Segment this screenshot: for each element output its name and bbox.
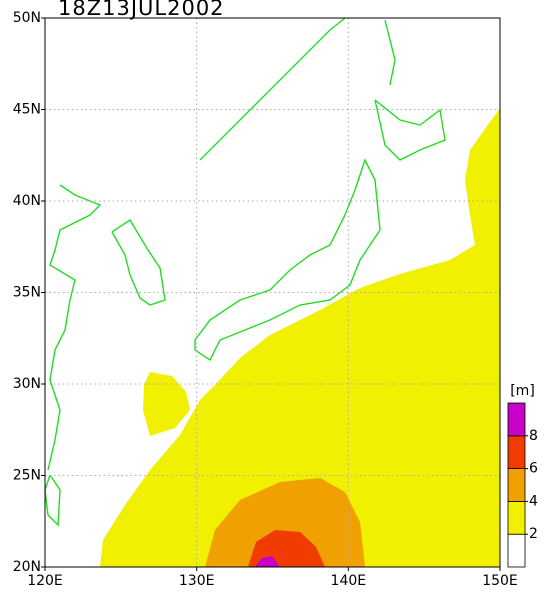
coastline: [384, 19, 396, 86]
colorbar-segment: [507, 468, 526, 502]
coastlines: [44, 17, 446, 527]
colorbar-unit: [m]: [510, 383, 535, 399]
y-tick-label: 50N: [13, 10, 41, 26]
colorbar-segment: [507, 500, 526, 535]
coastline: [194, 158, 381, 362]
map-title: 18Z13JUL2002: [58, 0, 225, 20]
coastline: [111, 219, 166, 306]
colorbar-label: 2: [529, 526, 538, 542]
colorbar: 2 4 6 8 [m]: [507, 383, 538, 568]
coastline: [199, 17, 346, 161]
y-tick-label: 40N: [13, 193, 41, 209]
colorbar-segment: [507, 435, 526, 469]
x-tick-label: 140E: [331, 573, 367, 589]
colorbar-label: 6: [529, 461, 538, 477]
y-tick-label: 25N: [13, 468, 41, 484]
contour-4m: [205, 478, 365, 567]
contour-2m-lobe: [143, 372, 190, 436]
colorbar-label: 8: [529, 428, 538, 444]
x-tick-label: 130E: [179, 573, 215, 589]
colorbar-label: 4: [529, 493, 538, 509]
contour-2m: [100, 108, 500, 567]
coastline: [374, 99, 446, 161]
coastline: [47, 184, 102, 471]
x-tick-label: 120E: [27, 573, 63, 589]
y-tick-label: 45N: [13, 102, 41, 118]
x-tick-label: 150E: [482, 573, 518, 589]
coastline: [44, 474, 61, 527]
colorbar-segment: [507, 402, 526, 437]
contour-8m: [255, 556, 280, 567]
grid: [45, 18, 500, 567]
y-tick-label: 30N: [13, 376, 41, 392]
wave-height-field: [100, 108, 500, 567]
colorbar-segment: [507, 533, 526, 568]
y-tick-label: 35N: [13, 285, 41, 301]
y-tick-label: 20N: [13, 559, 41, 575]
